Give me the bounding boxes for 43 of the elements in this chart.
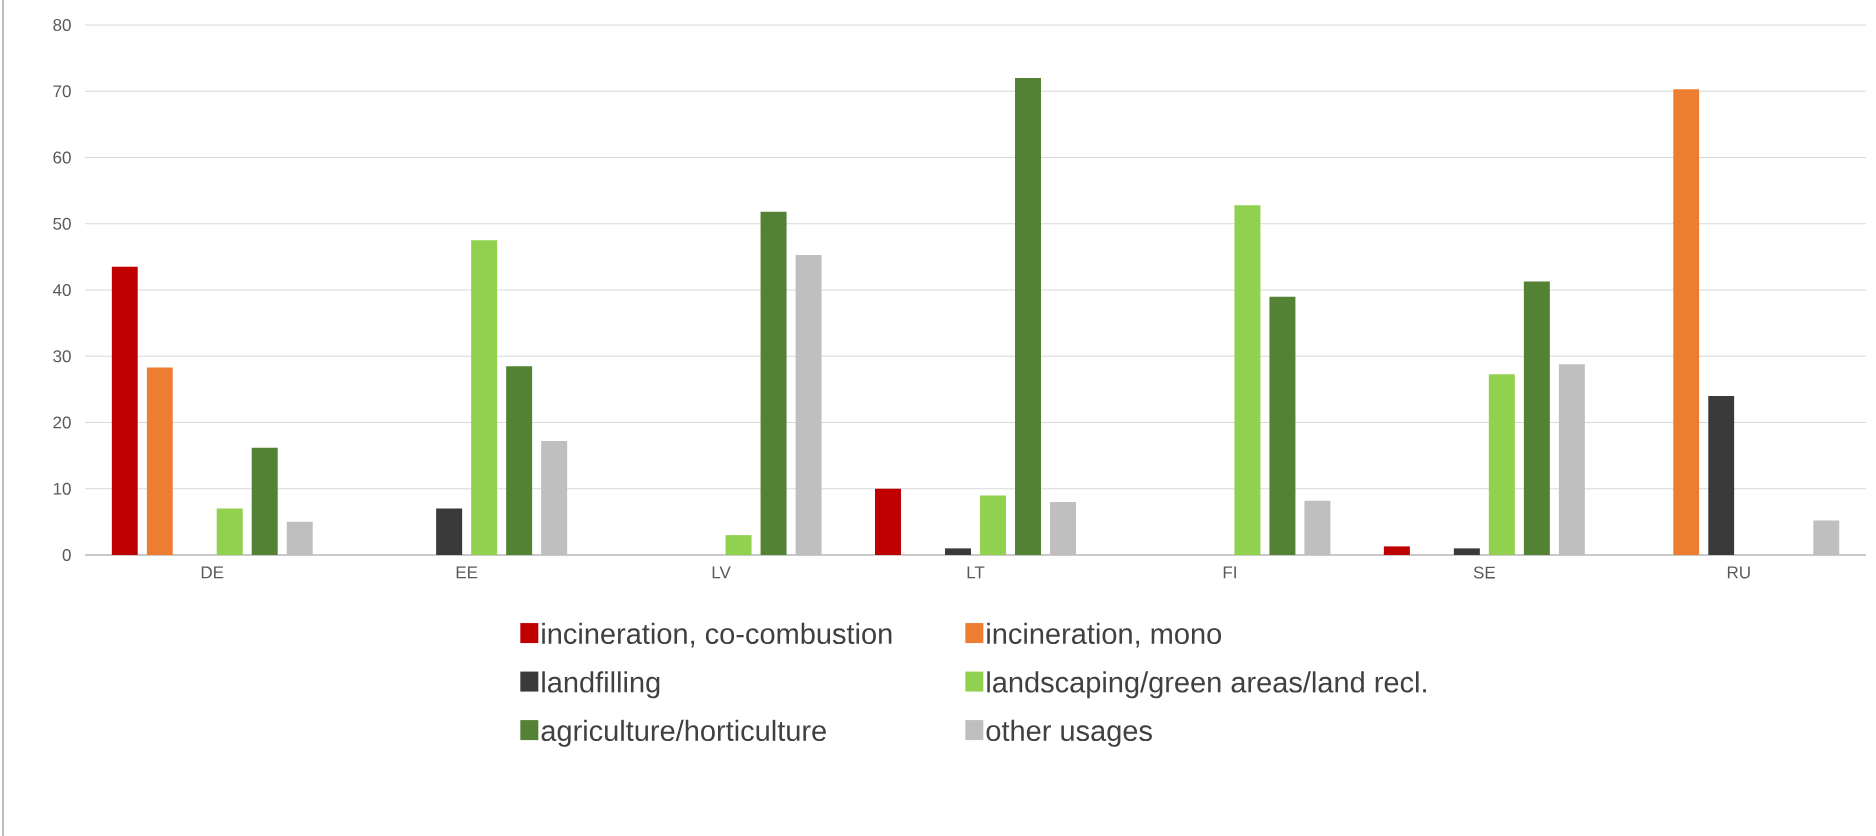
y-tick-label: 0 [62, 548, 71, 562]
x-tick-label: DE [201, 566, 224, 579]
bar [1453, 548, 1480, 555]
bar [875, 488, 901, 555]
bar [1015, 78, 1041, 555]
y-tick-label: 60 [53, 151, 71, 164]
legend-label: other usages [986, 719, 1152, 747]
y-tick-label: 80 [53, 18, 71, 32]
legend-label: incineration, mono [987, 622, 1222, 648]
bar [1269, 296, 1296, 555]
bar [1234, 205, 1261, 555]
legend-label: landfilling [542, 671, 660, 699]
y-tick-label: 20 [53, 416, 71, 429]
y-tick-label: 10 [53, 482, 71, 495]
bar [216, 508, 243, 555]
y-tick-label: 40 [52, 283, 71, 297]
bar [1488, 374, 1515, 555]
bar [436, 508, 463, 555]
bar [1673, 89, 1700, 555]
bar [111, 266, 138, 555]
y-tick-label: 50 [53, 217, 71, 230]
x-tick-label: LT [967, 566, 985, 579]
x-tick-label: LV [712, 566, 731, 579]
bar [146, 367, 173, 555]
bar [760, 211, 787, 555]
x-tick-label: SE [1473, 566, 1495, 579]
bar [506, 366, 533, 555]
legend-label: agriculture/horticulture [541, 719, 826, 747]
x-tick-label: EE [456, 566, 478, 579]
bar [471, 240, 498, 555]
bar [1708, 396, 1735, 555]
bar [980, 495, 1006, 555]
bar [1383, 546, 1410, 555]
x-tick-label: RU [1727, 566, 1750, 579]
legend-label: landscaping/green areas/land recl. [987, 671, 1426, 699]
legend-label: incineration, co-combustion [542, 622, 892, 648]
y-tick-label: 70 [53, 85, 71, 98]
y-tick-label: 30 [53, 350, 71, 363]
bar [725, 535, 752, 555]
bar [1523, 281, 1550, 555]
bar [251, 447, 278, 555]
x-tick-label: FI [1223, 566, 1236, 579]
bar [945, 548, 971, 555]
